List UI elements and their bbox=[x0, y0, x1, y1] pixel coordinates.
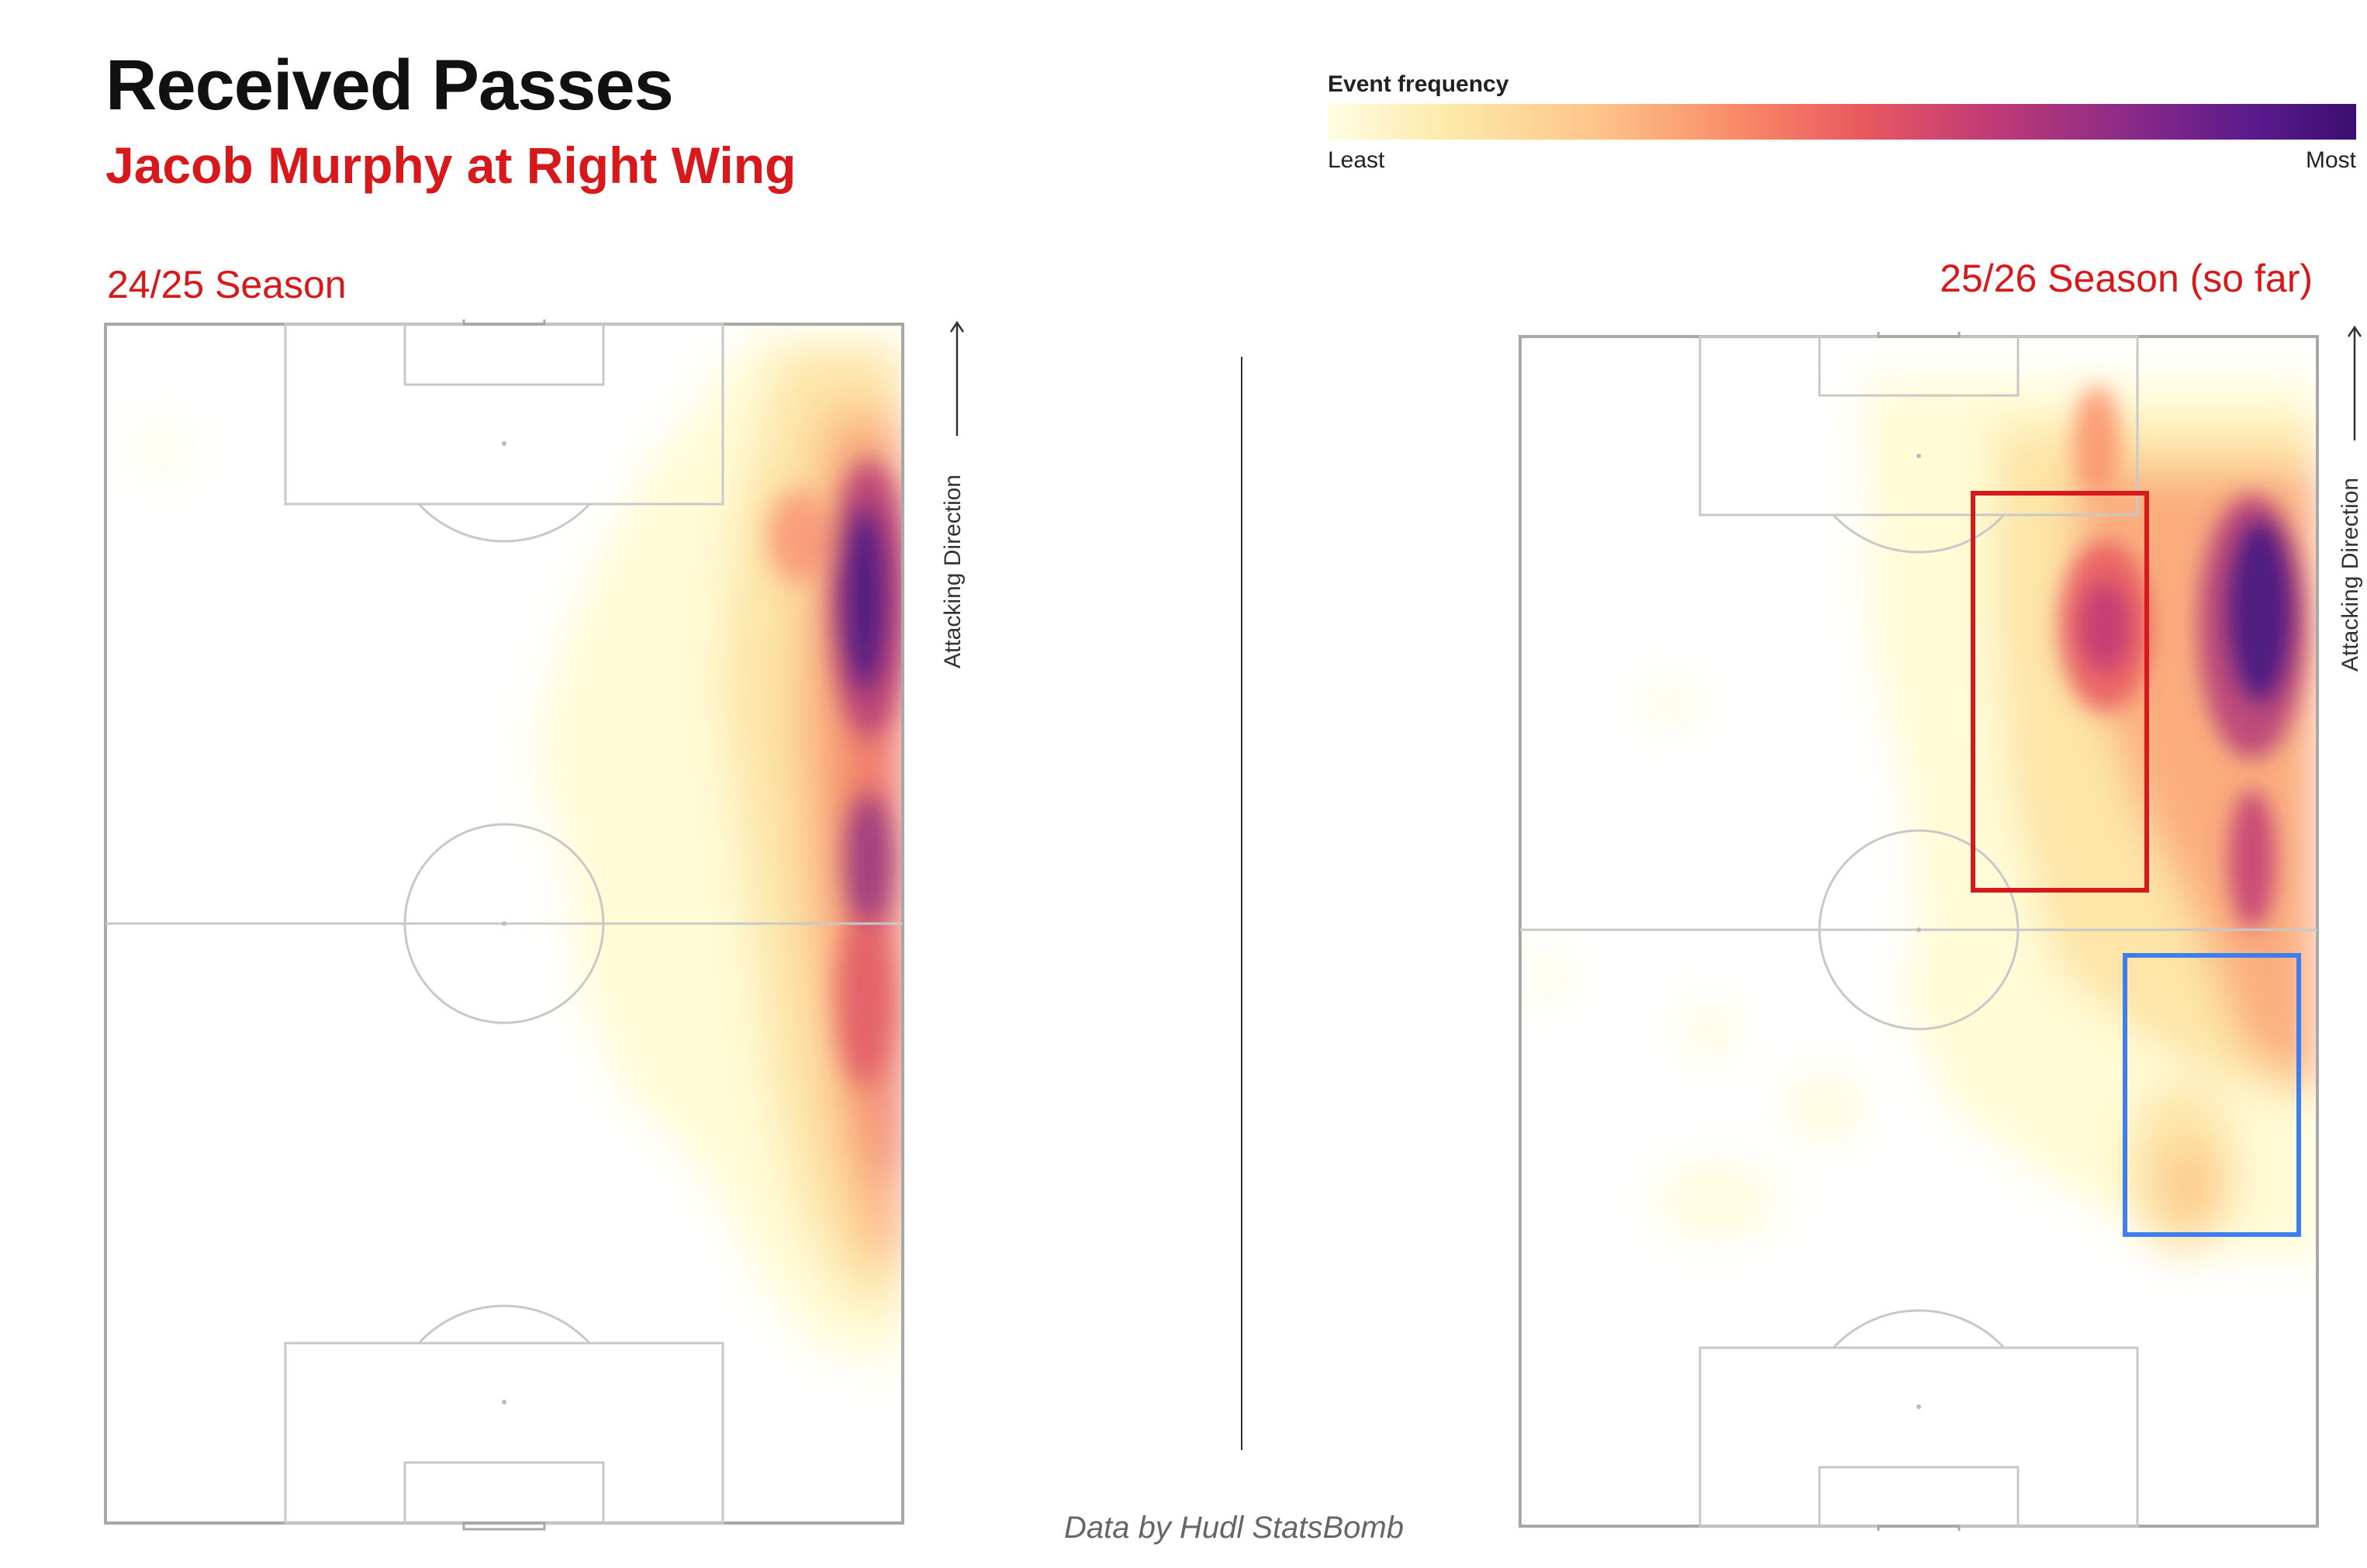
legend-max-label: Most bbox=[2305, 147, 2356, 173]
data-credit: Data by Hudl StatsBomb bbox=[1064, 1511, 1404, 1545]
pitch-left bbox=[104, 319, 904, 1531]
attacking-direction-label-right: Attacking Direction bbox=[2338, 477, 2363, 672]
pitch-lines-left bbox=[104, 319, 904, 1531]
legend-min-label: Least bbox=[1328, 147, 1385, 173]
panel-divider bbox=[1241, 357, 1242, 1450]
highlight-box-blue bbox=[2123, 953, 2301, 1237]
attacking-direction-arrow-left bbox=[949, 320, 965, 436]
attacking-direction-arrow-right bbox=[2347, 325, 2362, 440]
pitch-spots-left bbox=[502, 441, 506, 1404]
legend-colorbar bbox=[1328, 104, 2356, 140]
season-label-left: 24/25 Season bbox=[107, 263, 347, 306]
heatmap-left bbox=[147, 335, 903, 1366]
page-subtitle: Jacob Murphy at Right Wing bbox=[105, 136, 796, 194]
season-label-right: 25/26 Season (so far) bbox=[1940, 257, 2313, 300]
pitch-right bbox=[1519, 332, 2319, 1531]
pitch-spots-right bbox=[1916, 454, 1921, 1409]
heatmap-right bbox=[1526, 378, 2317, 1262]
attacking-direction-label-left: Attacking Direction bbox=[940, 474, 966, 668]
legend-title: Event frequency bbox=[1328, 71, 1509, 97]
page-title: Received Passes bbox=[105, 46, 674, 125]
highlight-box-red bbox=[1971, 491, 2149, 893]
